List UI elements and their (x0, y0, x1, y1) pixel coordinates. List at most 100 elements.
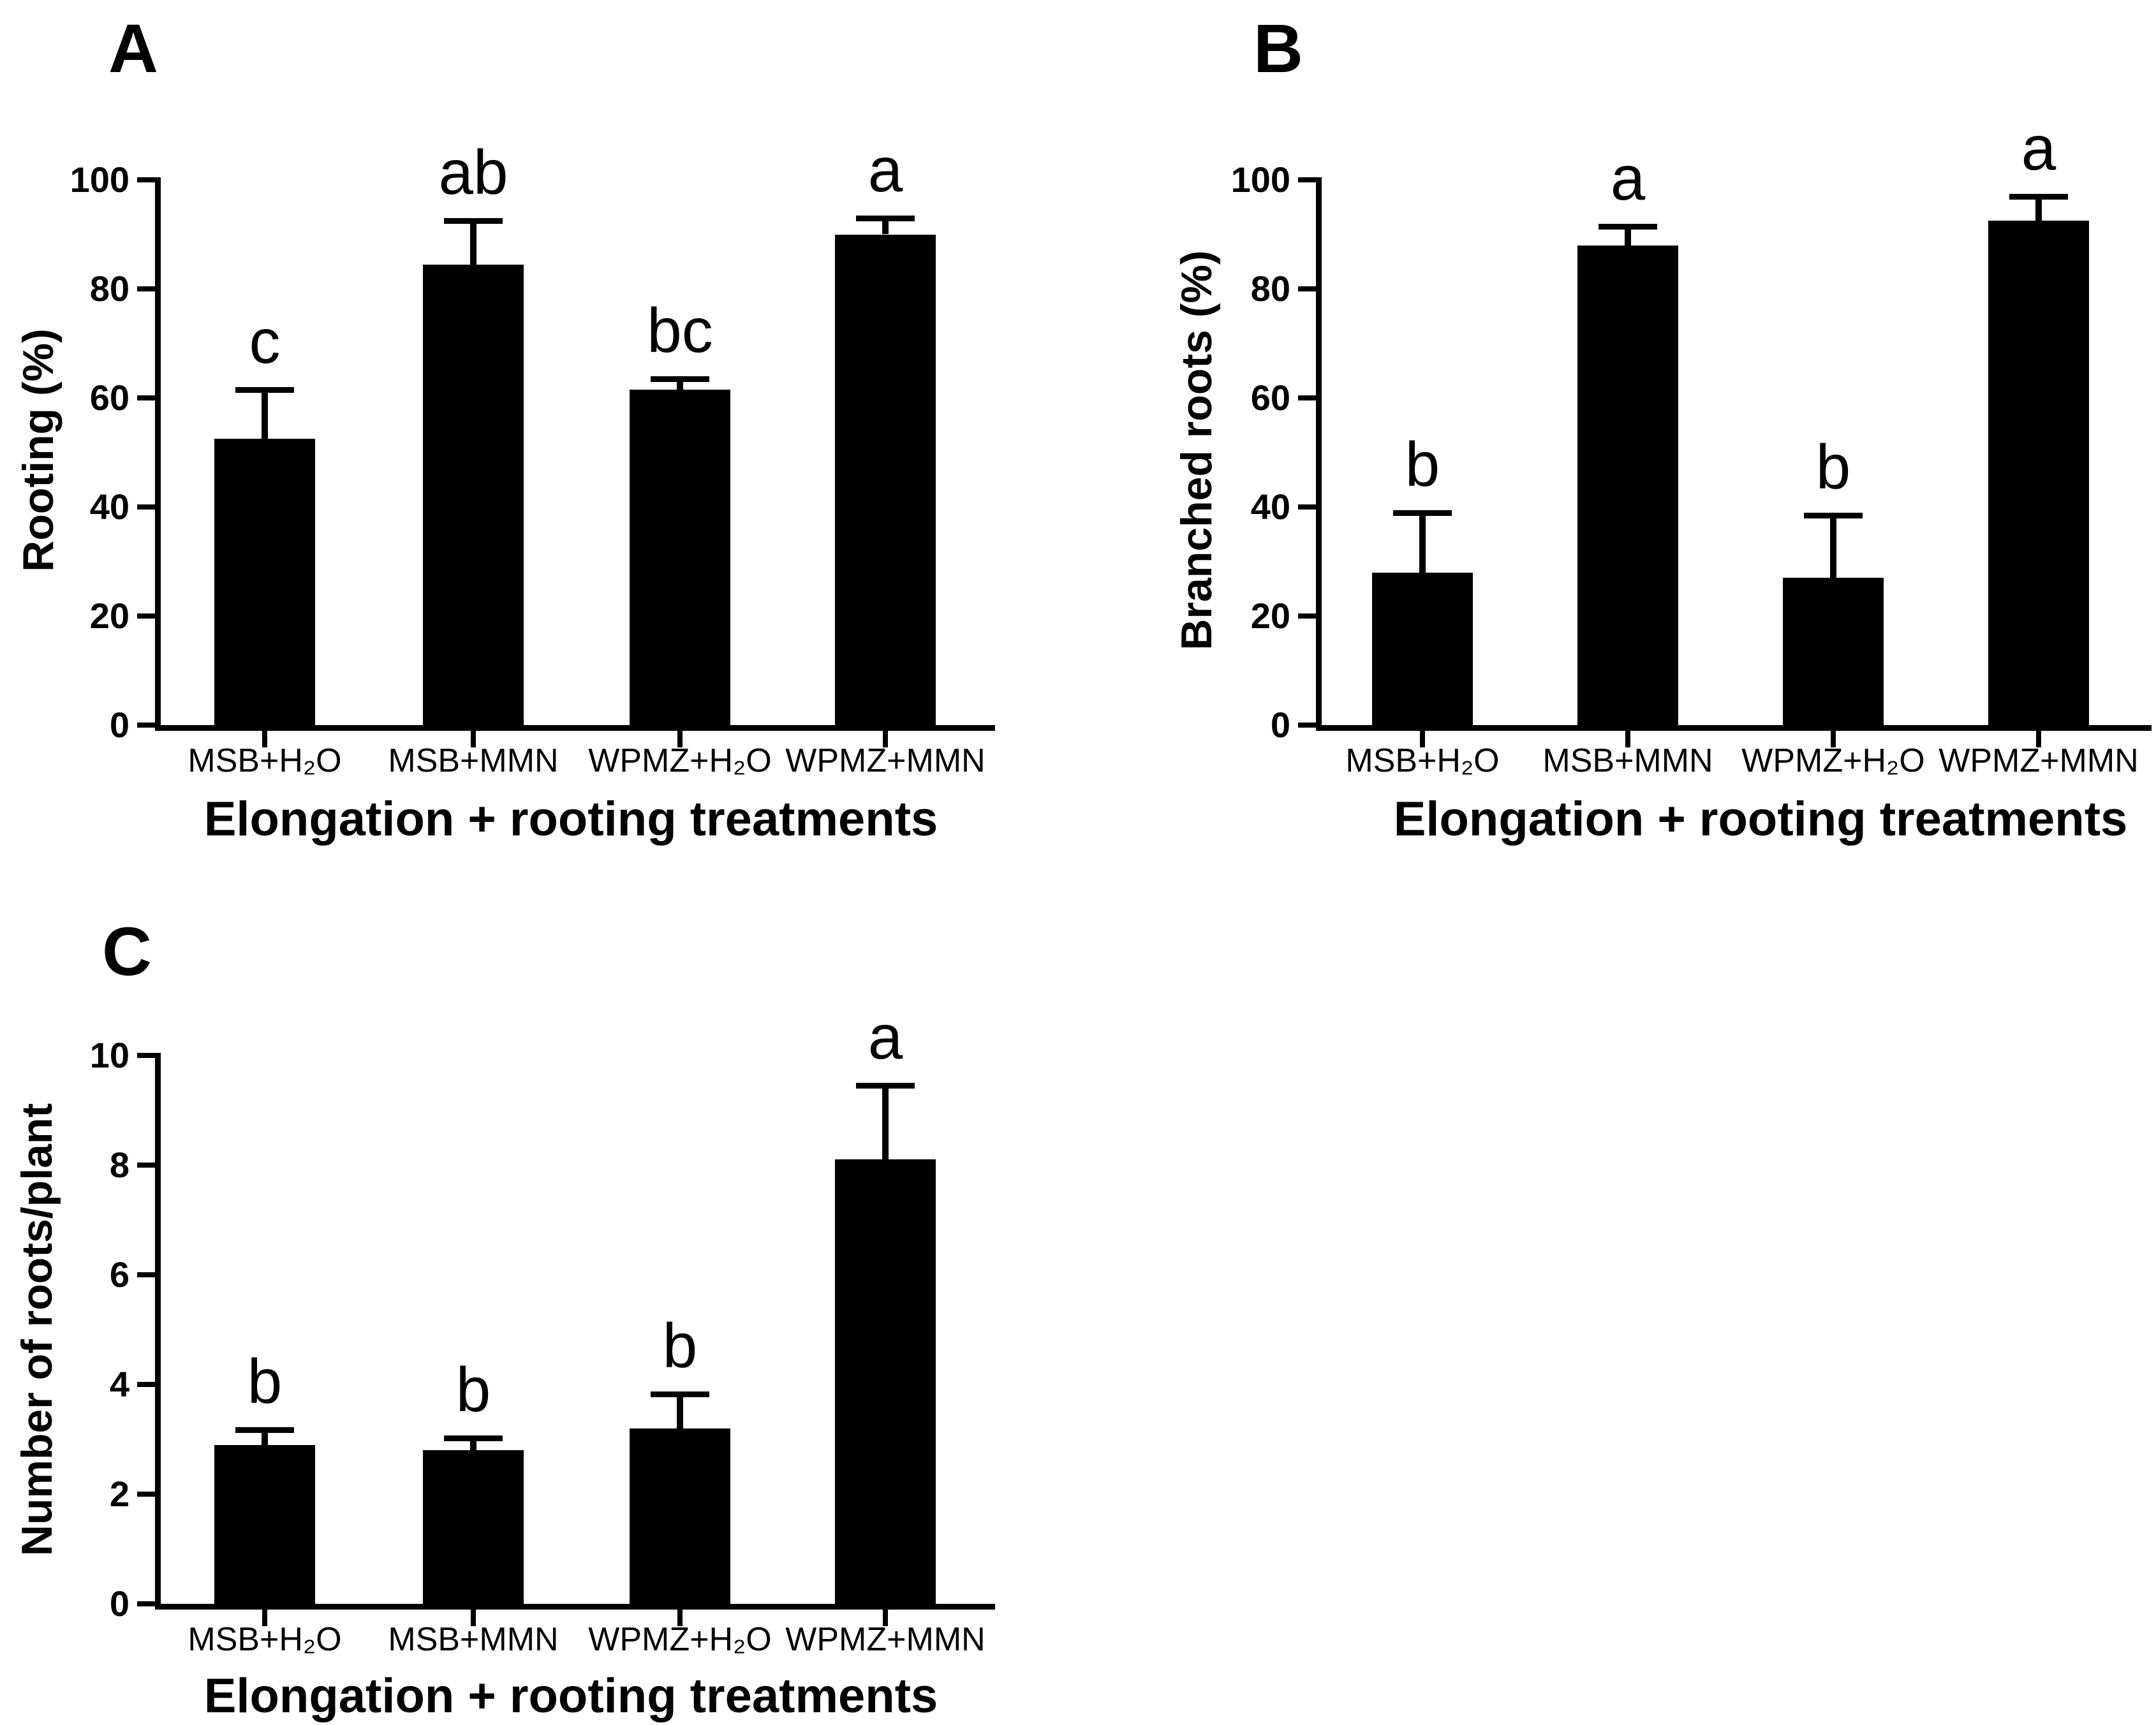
error-bar-cap (856, 215, 915, 221)
y-tick-label: 60 (1250, 378, 1290, 418)
x-tick (262, 731, 267, 747)
x-category-label: WPMZ+H₂O (588, 742, 772, 779)
significance-letter: b (1815, 431, 1851, 502)
y-tick-label: 6 (109, 1254, 129, 1295)
error-bar-line (262, 390, 268, 439)
x-tick (262, 1610, 267, 1626)
significance-letter: b (662, 1310, 698, 1381)
error-bar-cap (1599, 223, 1657, 230)
bar (630, 390, 730, 725)
y-tick (137, 613, 155, 619)
y-axis-line (1316, 177, 1322, 731)
x-tick (883, 731, 888, 747)
x-category-label: WPMZ+MMN (1938, 742, 2139, 779)
error-bar-cap (1393, 510, 1452, 516)
error-bar-line (262, 1430, 268, 1445)
y-tick (137, 1382, 155, 1387)
error-bar-cap (651, 1391, 709, 1397)
bar (1988, 221, 2089, 725)
x-tick (1625, 731, 1630, 747)
y-tick-label: 0 (1270, 705, 1290, 745)
y-tick-label: 60 (89, 378, 129, 418)
bar (214, 1444, 315, 1604)
x-tick (471, 1610, 476, 1626)
y-tick-label: 20 (1250, 596, 1290, 636)
bar (835, 234, 936, 725)
y-tick (1298, 723, 1316, 728)
x-tick (1831, 731, 1836, 747)
significance-letter: b (455, 1354, 491, 1425)
y-tick (1298, 286, 1316, 291)
y-tick (137, 286, 155, 291)
panel-c-label: C (102, 913, 152, 990)
significance-letter: a (2021, 112, 2056, 183)
error-bar-cap (235, 387, 294, 393)
y-tick-label: 0 (109, 1583, 129, 1624)
y-tick (137, 1053, 155, 1058)
panel-a-x-axis-title: Elongation + rooting treatments (203, 792, 938, 846)
x-tick (883, 1610, 888, 1626)
significance-letter: b (247, 1346, 283, 1417)
y-tick (137, 177, 155, 182)
error-bar-line (882, 1085, 889, 1160)
y-tick-label: 40 (1250, 487, 1290, 527)
x-category-label: WPMZ+MMN (785, 742, 986, 779)
bar (835, 1159, 936, 1604)
y-tick-label: 100 (70, 159, 129, 200)
x-tick (2036, 731, 2041, 747)
x-axis-line (155, 725, 995, 731)
y-tick (137, 395, 155, 400)
error-bar-cap (651, 376, 709, 383)
x-tick (677, 1610, 683, 1626)
y-tick-label: 40 (89, 487, 129, 527)
y-tick (137, 1272, 155, 1277)
y-tick (1298, 395, 1316, 400)
error-bar-line (882, 217, 889, 235)
y-tick-label: 100 (1230, 159, 1290, 200)
y-tick-label: 2 (109, 1474, 129, 1514)
x-axis-line (1316, 725, 2152, 731)
error-bar-cap (856, 1083, 915, 1089)
x-category-label: MSB+H₂O (1345, 742, 1500, 779)
x-tick (677, 731, 683, 747)
bar (1372, 572, 1473, 725)
significance-letter: ab (438, 137, 508, 208)
y-tick (1298, 504, 1316, 510)
y-tick-label: 20 (89, 596, 129, 636)
x-category-label: MSB+MMN (388, 1621, 559, 1658)
y-tick (137, 723, 155, 728)
panel-a-y-axis-title: Rooting (%) (14, 328, 63, 572)
error-bar-line (470, 221, 476, 265)
error-bar-line (677, 1393, 683, 1428)
x-category-label: MSB+MMN (1542, 742, 1713, 779)
error-bar-line (677, 379, 683, 390)
panel-b-x-axis-title: Elongation + rooting treatments (1393, 792, 2128, 846)
bar (423, 1450, 524, 1604)
x-category-label: WPMZ+MMN (785, 1621, 986, 1658)
significance-letter: a (868, 134, 903, 205)
y-tick (137, 1492, 155, 1497)
bar (214, 439, 315, 725)
x-category-label: MSB+H₂O (188, 1621, 342, 1658)
y-tick (137, 504, 155, 510)
panel-b-label: B (1253, 10, 1303, 87)
x-tick (1420, 731, 1425, 747)
x-tick (471, 731, 476, 747)
error-bar-cap (2009, 193, 2068, 200)
bar (630, 1428, 730, 1604)
error-bar-cap (444, 1435, 503, 1442)
y-tick-label: 4 (109, 1364, 129, 1404)
y-tick (137, 1163, 155, 1168)
bar (1783, 578, 1884, 725)
error-bar-cap (444, 218, 503, 224)
y-tick-label: 10 (89, 1035, 129, 1075)
significance-letter: b (1405, 429, 1440, 499)
error-bar-line (1419, 512, 1426, 573)
y-tick-label: 80 (1250, 268, 1290, 309)
x-axis-line (155, 1604, 995, 1610)
y-tick-label: 8 (109, 1145, 129, 1185)
significance-letter: bc (647, 295, 713, 366)
y-tick-label: 80 (89, 268, 129, 309)
y-tick (1298, 613, 1316, 619)
